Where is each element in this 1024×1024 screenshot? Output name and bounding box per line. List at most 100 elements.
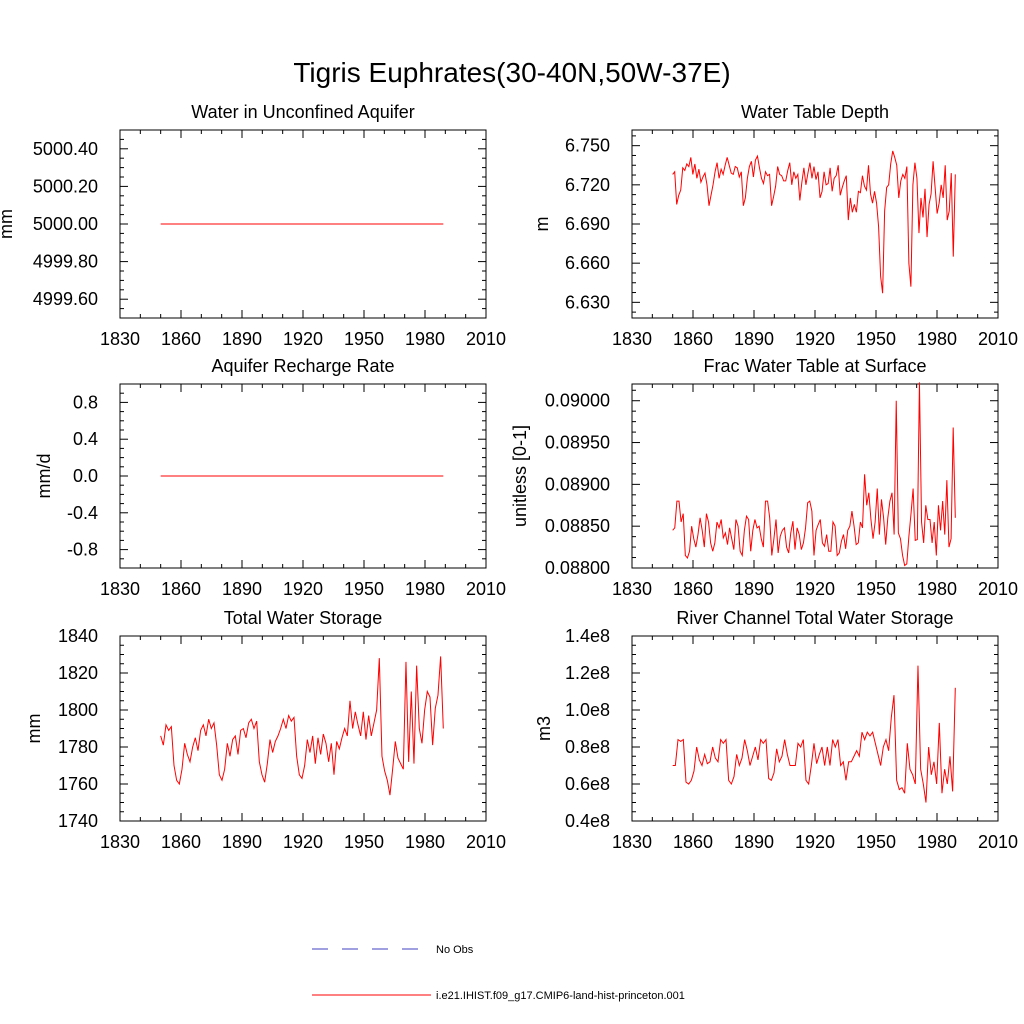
x-tick-label: 1920 [795, 579, 835, 599]
chart-title: Water in Unconfined Aquifer [191, 102, 414, 122]
x-tick-label: 1830 [612, 832, 652, 852]
x-tick-label: 1920 [795, 329, 835, 349]
y-axis-label: unitless [0-1] [510, 425, 530, 527]
series-line [672, 382, 956, 567]
figure-title: Tigris Euphrates(30-40N,50W-37E) [293, 57, 730, 88]
x-tick-label: 1830 [612, 329, 652, 349]
x-tick-label: 1920 [283, 579, 323, 599]
x-tick-label: 1860 [161, 579, 201, 599]
x-tick-label: 1950 [344, 329, 384, 349]
y-tick-label: 0.8 [73, 392, 98, 412]
y-tick-label: 0.08850 [545, 516, 610, 536]
y-tick-label: 1.4e8 [565, 626, 610, 646]
x-tick-label: 1890 [734, 832, 774, 852]
chart-title: River Channel Total Water Storage [676, 608, 953, 628]
series-line [672, 665, 956, 803]
x-tick-label: 2010 [466, 579, 506, 599]
series-line [672, 150, 956, 294]
x-tick-label: 1980 [917, 329, 957, 349]
y-axis-label: m3 [534, 716, 554, 741]
y-tick-label: 5000.20 [33, 176, 98, 196]
y-axis-label: mm/d [34, 454, 54, 499]
x-tick-label: 1920 [795, 832, 835, 852]
x-tick-label: 1890 [222, 832, 262, 852]
x-tick-label: 1980 [917, 579, 957, 599]
y-tick-label: 0.8e8 [565, 737, 610, 757]
chart-title: Water Table Depth [741, 102, 889, 122]
chart-panel-3: Aquifer Recharge Rate 1830 1860 1890 1920 195… [34, 356, 506, 599]
y-tick-label: 0.4 [73, 429, 98, 449]
x-tick-label: 1950 [856, 329, 896, 349]
y-tick-label: 1780 [58, 737, 98, 757]
plot-frame [631, 635, 999, 822]
chart-title: Aquifer Recharge Rate [211, 356, 394, 376]
x-tick-label: 1980 [405, 329, 445, 349]
y-tick-label: 0.08950 [545, 433, 610, 453]
y-tick-label: 1.0e8 [565, 700, 610, 720]
y-tick-label: 6.660 [565, 253, 610, 273]
panels: Water in Unconfined Aquifer 1830 1860 1890 1… [0, 102, 1018, 852]
y-tick-label: -0.4 [67, 503, 98, 523]
x-tick-label: 1830 [100, 579, 140, 599]
y-tick-label: 5000.00 [33, 214, 98, 234]
plot-frame [631, 129, 999, 319]
x-tick-label: 1830 [100, 329, 140, 349]
x-tick-label: 1920 [283, 329, 323, 349]
x-tick-label: 1860 [673, 832, 713, 852]
x-tick-label: 1950 [344, 579, 384, 599]
y-tick-label: 1.2e8 [565, 663, 610, 683]
x-tick-label: 2010 [978, 579, 1018, 599]
y-tick-label: 6.750 [565, 136, 610, 156]
x-tick-label: 1890 [734, 579, 774, 599]
y-tick-label: -0.8 [67, 540, 98, 560]
y-tick-label: 6.720 [565, 175, 610, 195]
x-tick-label: 1920 [283, 832, 323, 852]
x-tick-label: 1980 [405, 832, 445, 852]
x-tick-label: 2010 [466, 832, 506, 852]
x-tick-label: 1950 [856, 832, 896, 852]
chart-panel-5: Total Water Storage 1830 1860 1890 1920 1950 1… [24, 608, 506, 852]
x-tick-label: 1980 [405, 579, 445, 599]
y-tick-label: 0.4e8 [565, 811, 610, 831]
y-tick-label: 6.630 [565, 292, 610, 312]
y-tick-label: 4999.60 [33, 289, 98, 309]
x-tick-label: 1890 [734, 329, 774, 349]
x-tick-label: 1860 [161, 329, 201, 349]
y-axis-label: m [532, 217, 552, 232]
y-tick-label: 0.0 [73, 466, 98, 486]
series-line [160, 656, 444, 796]
chart-title: Total Water Storage [224, 608, 382, 628]
x-tick-label: 1950 [344, 832, 384, 852]
y-tick-label: 0.09000 [545, 391, 610, 411]
y-tick-label: 4999.80 [33, 252, 98, 272]
x-tick-label: 2010 [978, 832, 1018, 852]
y-tick-label: 0.08900 [545, 474, 610, 494]
plot-frame [119, 635, 487, 822]
chart-panel-4: Frac Water Table at Surface 1830 1860 1890 1… [510, 356, 1018, 599]
chart-title: Frac Water Table at Surface [703, 356, 926, 376]
y-tick-label: 1840 [58, 626, 98, 646]
chart-panel-2: Water Table Depth 1830 1860 1890 1920 1950 198… [532, 102, 1018, 349]
legend-obs-label: No Obs [436, 944, 474, 956]
y-tick-label: 6.690 [565, 214, 610, 234]
chart-panel-1: Water in Unconfined Aquifer 1830 1860 1890 1… [0, 102, 506, 349]
x-tick-label: 1830 [612, 579, 652, 599]
y-tick-label: 1800 [58, 700, 98, 720]
legend-model-label: i.e21.IHIST.f09_g17.CMIP6-land-hist-prin… [436, 990, 685, 1002]
x-tick-label: 1890 [222, 579, 262, 599]
y-tick-label: 0.08800 [545, 558, 610, 578]
legend: No Obs i.e21.IHIST.f09_g17.CMIP6-land-hi… [312, 944, 685, 1002]
y-tick-label: 1760 [58, 774, 98, 794]
y-tick-label: 1740 [58, 811, 98, 831]
x-tick-label: 1860 [673, 329, 713, 349]
x-tick-label: 1980 [917, 832, 957, 852]
y-axis-label: mm [24, 714, 44, 744]
x-tick-label: 1860 [673, 579, 713, 599]
x-tick-label: 1860 [161, 832, 201, 852]
chart-panel-6: River Channel Total Water Storage 1830 186… [534, 608, 1018, 852]
y-tick-label: 5000.40 [33, 139, 98, 159]
y-tick-label: 0.6e8 [565, 774, 610, 794]
x-tick-label: 2010 [978, 329, 1018, 349]
y-axis-label: mm [0, 209, 16, 239]
